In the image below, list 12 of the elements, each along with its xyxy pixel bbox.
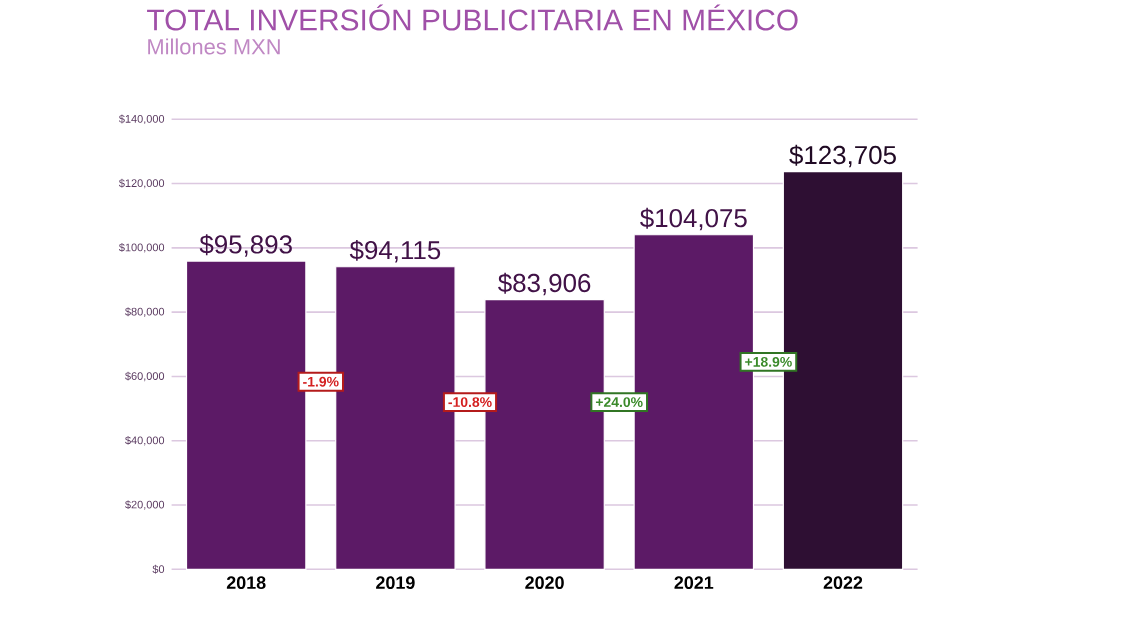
chart-title: TOTAL INVERSIÓN PUBLICITARIA EN MÉXICO bbox=[147, 4, 798, 31]
data-label: $95,893 bbox=[199, 234, 292, 257]
x-tick-label: 2022 bbox=[823, 576, 863, 590]
x-tick-label: 2020 bbox=[525, 576, 564, 590]
data-label: $83,906 bbox=[498, 272, 591, 296]
data-label: $104,075 bbox=[640, 207, 747, 231]
x-tick-label: 2021 bbox=[674, 576, 714, 590]
chart-subtitle: Millones MXN bbox=[148, 38, 280, 55]
data-label: $123,705 bbox=[789, 144, 896, 168]
x-tick-label: 2019 bbox=[376, 576, 415, 590]
x-tick-label: 2018 bbox=[226, 576, 266, 590]
data-label: $94,115 bbox=[349, 239, 441, 263]
